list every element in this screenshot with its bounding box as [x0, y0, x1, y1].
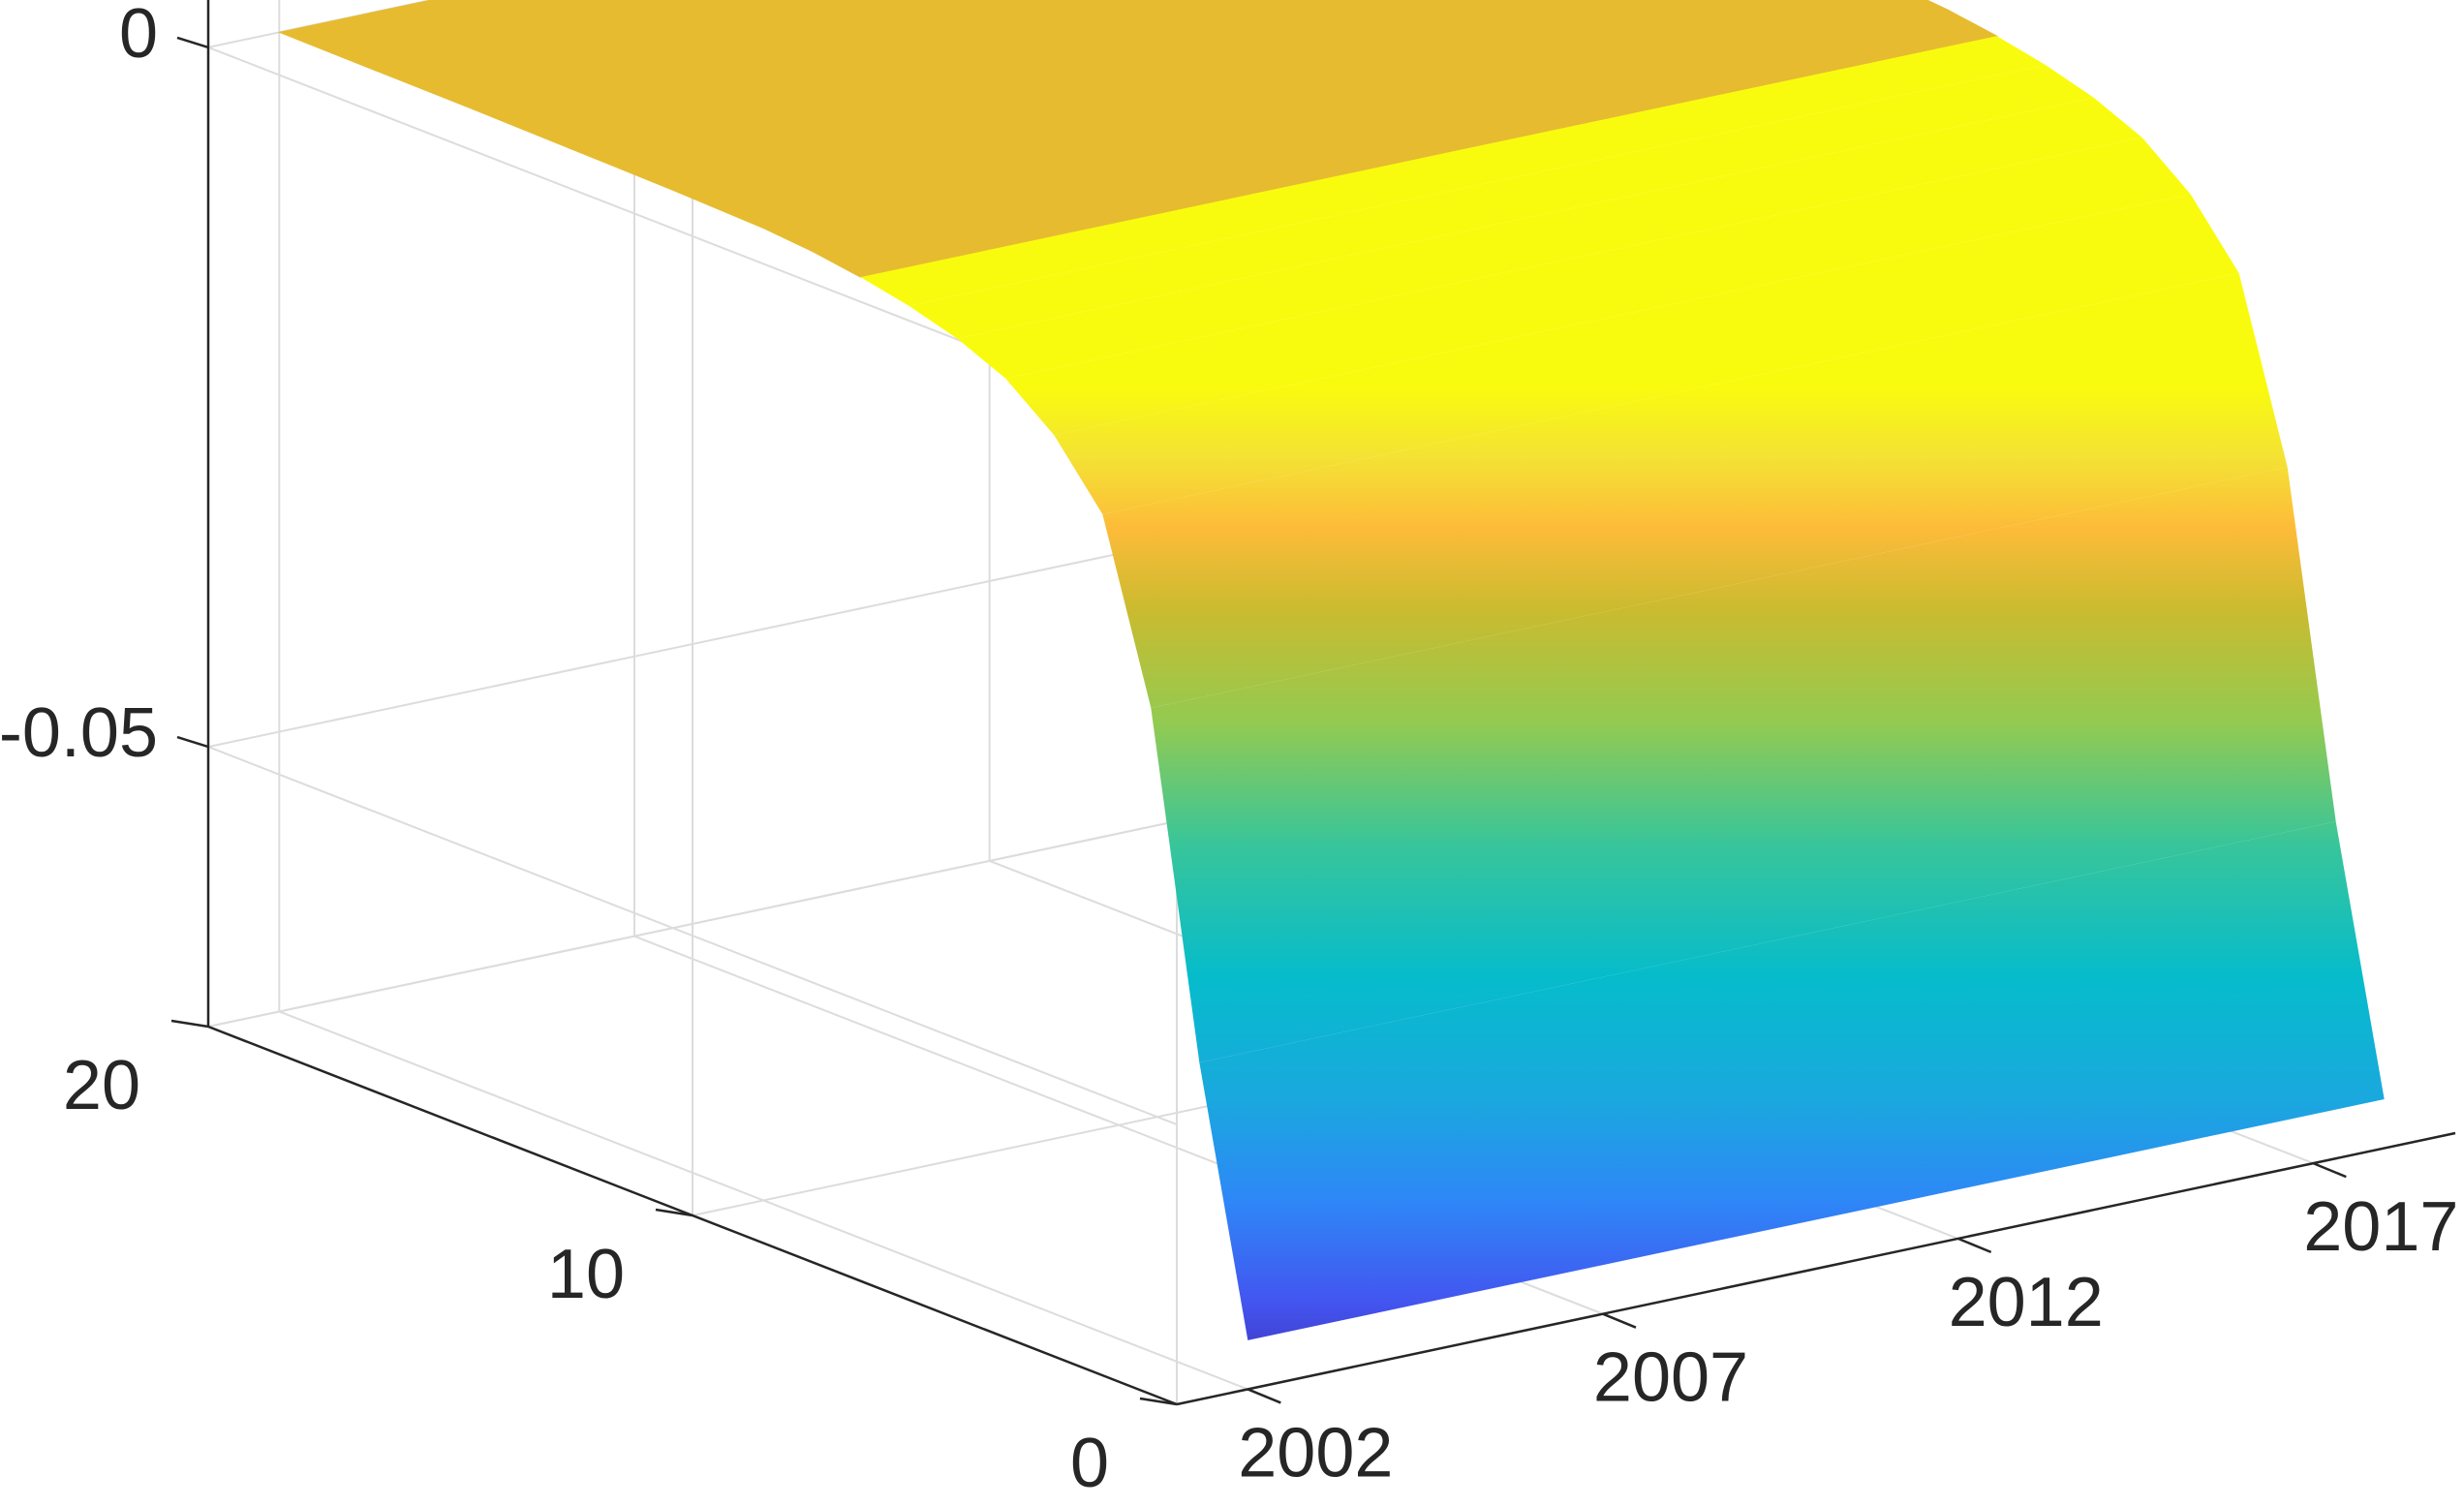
z-tick-mark [176, 36, 209, 49]
surface-patch [277, 0, 713, 72]
x-tick-label: 2002 [1238, 1414, 1393, 1491]
z-tick-mark [176, 735, 209, 749]
x-tick-mark [1247, 1388, 1281, 1404]
axes [170, 0, 2456, 1406]
x-tick-label: 2012 [1949, 1264, 2104, 1341]
x-tick-label: 2007 [1593, 1339, 1748, 1417]
surface-patch [1199, 821, 2385, 1340]
surface-patch [568, 0, 1554, 189]
grid-line-z [207, 746, 1178, 1126]
y-tick-mark [1139, 1397, 1178, 1406]
x-tick-label: 2017 [2303, 1188, 2458, 1266]
y-tick-label: 20 [63, 1047, 140, 1124]
x-tick-mark [2312, 1161, 2347, 1179]
surface-patch [1102, 273, 2288, 708]
z-tick-label: 0 [119, 0, 158, 73]
surface-patch [860, 36, 2046, 306]
surface-patch [1054, 194, 2239, 514]
x-tick-mark [1602, 1312, 1637, 1329]
surface-patch [1005, 137, 2191, 436]
x-axis-line [1176, 1131, 2456, 1406]
surface [277, 0, 2385, 1340]
y-tick-label: 0 [1070, 1425, 1109, 1502]
y-tick-mark [170, 1019, 209, 1029]
z-tick-label: -0.05 [0, 694, 158, 772]
y-tick-mark [655, 1208, 693, 1217]
surface-patch [471, 0, 1273, 149]
surface-patch [909, 64, 2094, 339]
surface-patch [957, 97, 2142, 379]
surface-patch [1151, 467, 2336, 1063]
x-tick-mark [1957, 1237, 1992, 1254]
surface-patch [664, 0, 1842, 230]
y-tick-label: 10 [547, 1236, 625, 1313]
surface-patch [374, 0, 991, 110]
